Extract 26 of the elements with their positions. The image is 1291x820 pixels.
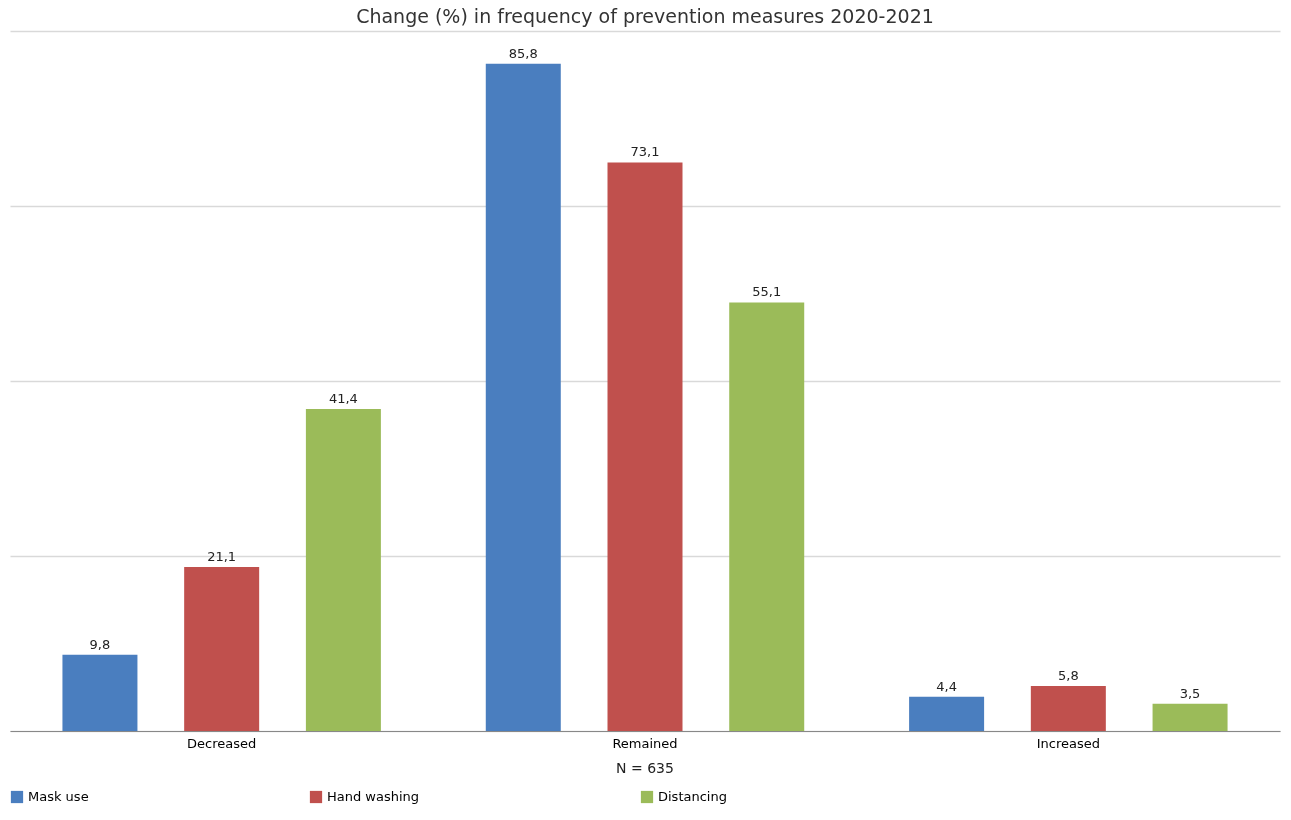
text: N = 635 <box>616 760 674 776</box>
data-label: 85,8 <box>508 45 538 61</box>
data-label: 4,4 <box>936 678 957 694</box>
bar <box>909 696 985 731</box>
bar <box>1030 685 1106 731</box>
bar <box>62 654 138 731</box>
data-label: 9,8 <box>89 636 111 652</box>
chart-title: Change (%) in frequency of prevention measures 2020-2021 <box>356 5 934 27</box>
bar <box>607 162 683 731</box>
bar <box>305 409 381 731</box>
bar <box>485 63 561 731</box>
legend-label: Distancing <box>658 789 727 804</box>
data-label: 21,1 <box>207 548 237 564</box>
bar <box>1152 703 1228 731</box>
data-label: 55,1 <box>752 284 782 300</box>
data-label: 5,8 <box>1057 667 1079 683</box>
x-tick-label: Decreased <box>187 735 257 751</box>
x-tick-label: Remained <box>612 735 678 751</box>
bar <box>184 566 260 731</box>
bar <box>729 302 805 731</box>
legend-label: Mask use <box>28 789 89 804</box>
legend-label: Hand washing <box>327 789 420 804</box>
x-tick-label: Increased <box>1036 735 1100 751</box>
data-label: 3,5 <box>1179 685 1201 701</box>
data-label: 41,4 <box>328 391 358 406</box>
data-label: 73,1 <box>630 144 660 160</box>
